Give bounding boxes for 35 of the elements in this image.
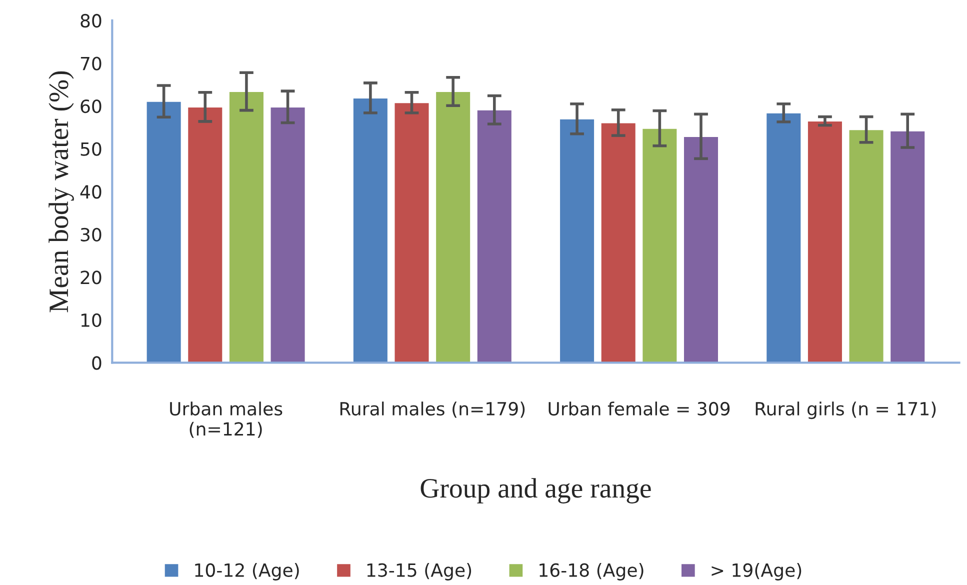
bar — [434, 90, 472, 363]
bar — [394, 102, 430, 363]
legend-label: 16-18 (Age) — [540, 562, 644, 580]
legend-label: > 19(Age) — [712, 562, 802, 580]
y-tick-label: 80 — [80, 14, 102, 28]
bar — [682, 136, 720, 363]
legend-label: 10-12 (Age) — [195, 562, 299, 580]
bar — [889, 130, 926, 363]
y-tick-label: 10 — [81, 313, 102, 328]
bar — [642, 128, 678, 363]
bar — [476, 109, 513, 363]
bar — [187, 106, 224, 363]
bar — [558, 118, 596, 363]
bar — [848, 129, 884, 363]
y-tick-label: 40 — [80, 185, 102, 199]
y-tick-label: 20 — [80, 270, 102, 284]
y-tick-label: 30 — [80, 228, 102, 242]
y-tick-label: 0 — [92, 356, 102, 370]
bar — [228, 90, 265, 363]
bar — [600, 122, 636, 363]
bar — [270, 106, 306, 363]
x-tick-label: Urban female = 309 — [548, 402, 730, 416]
y-axis-title: Mean body water (%) — [48, 71, 74, 312]
bar — [806, 120, 844, 363]
legend-label: 13-15 (Age) — [367, 562, 472, 580]
y-tick-label: 60 — [80, 99, 102, 114]
y-tick-label: 70 — [80, 56, 102, 70]
bar — [352, 97, 389, 363]
x-tick-label: Rural girls (n = 171) — [756, 402, 936, 420]
y-tick-label: 50 — [80, 142, 102, 156]
bar — [766, 112, 802, 363]
x-tick-label: Rural males (n=179) — [340, 402, 525, 418]
x-axis-title: Group and age range — [420, 478, 651, 504]
x-tick-label: Urban males (n=121) — [170, 402, 282, 438]
bar — [146, 100, 182, 363]
